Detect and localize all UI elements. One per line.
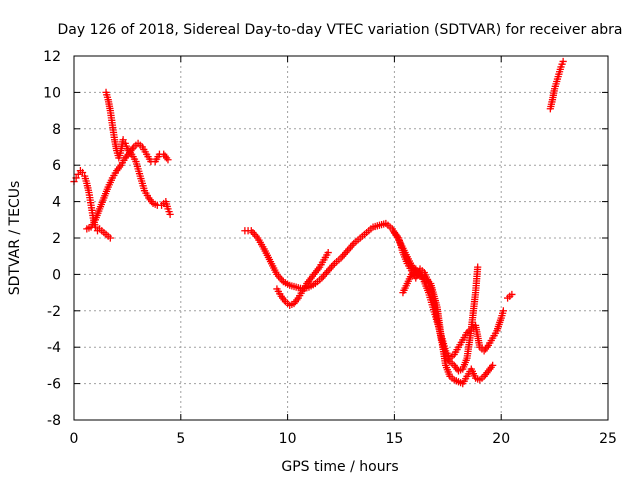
y-tick-label: 12	[43, 49, 61, 65]
data-point	[106, 234, 114, 242]
data-point	[339, 252, 347, 260]
y-tick-label: -8	[47, 413, 61, 429]
data-point	[119, 136, 127, 144]
y-tick-labels: -8 -6 -4 -2 0 2 4 6 8 10 12	[43, 49, 61, 429]
axis-ticks	[73, 55, 609, 421]
data-point	[340, 250, 348, 258]
x-tick-label: 0	[70, 431, 79, 447]
data-point	[166, 210, 174, 218]
data-point	[474, 263, 482, 271]
x-tick-label: 15	[385, 431, 403, 447]
data-point	[347, 243, 355, 251]
x-tick-labels: 0 5 10 15 20 25	[70, 431, 617, 447]
data-point	[276, 274, 284, 282]
data-point	[74, 170, 82, 178]
x-tick-label: 10	[279, 431, 297, 447]
data-point	[329, 261, 337, 269]
x-tick-label: 20	[492, 431, 510, 447]
x-tick-label: 25	[599, 431, 617, 447]
plot-frame	[73, 55, 609, 421]
y-tick-label: -4	[47, 340, 61, 356]
y-tick-label: -2	[47, 304, 61, 320]
data-point	[508, 290, 516, 299]
data-point	[342, 248, 350, 257]
y-tick-label: 6	[52, 158, 61, 174]
data-point	[343, 247, 352, 255]
y-tick-label: -6	[47, 377, 61, 393]
data-point	[326, 265, 334, 273]
data-points	[70, 57, 567, 388]
data-point	[78, 168, 87, 177]
data-point	[348, 241, 356, 249]
data-point	[319, 272, 327, 280]
y-tick-label: 8	[52, 122, 61, 138]
y-axis-title: SDTVAR / TECUs	[7, 181, 23, 296]
grid-lines	[74, 56, 608, 420]
data-point	[559, 57, 567, 66]
data-point	[324, 248, 332, 257]
data-point	[249, 228, 257, 237]
data-point	[321, 270, 329, 278]
data-point	[247, 227, 255, 235]
data-point	[250, 230, 259, 238]
y-tick-label: 0	[52, 267, 61, 283]
data-point	[489, 361, 497, 369]
x-tick-label: 5	[176, 431, 185, 447]
data-point	[345, 245, 353, 253]
y-tick-label: 4	[52, 195, 61, 211]
chart-title: Day 126 of 2018, Sidereal Day-to-day VTE…	[57, 22, 622, 38]
data-point	[324, 267, 332, 275]
data-point	[164, 156, 172, 164]
data-point	[322, 268, 331, 277]
x-axis-title: GPS time / hours	[281, 459, 398, 475]
y-tick-label: 2	[52, 231, 61, 247]
data-point	[327, 263, 335, 271]
data-point	[499, 307, 507, 315]
y-tick-label: 10	[43, 85, 61, 101]
